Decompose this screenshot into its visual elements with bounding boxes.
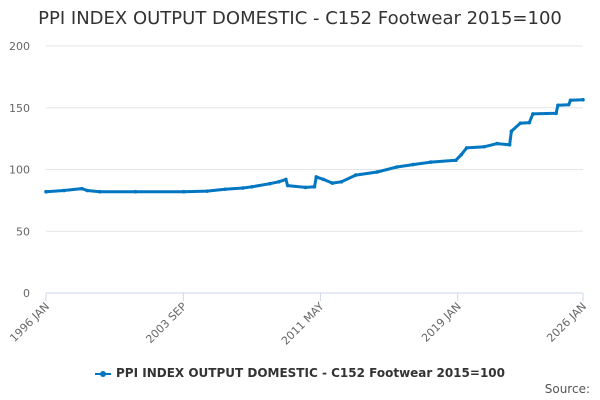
chart-title: PPI INDEX OUTPUT DOMESTIC - C152 Footwea… [38, 8, 562, 29]
data-point [276, 180, 281, 184]
y-tick-label: 150 [9, 102, 30, 115]
data-point [133, 189, 138, 194]
series-line [45, 98, 584, 194]
data-point [531, 112, 535, 116]
data-point [330, 181, 335, 185]
data-point [459, 152, 464, 157]
legend-label: PPI INDEX OUTPUT DOMESTIC - C152 Footwea… [116, 366, 505, 380]
data-point [568, 98, 573, 103]
data-point [556, 103, 560, 108]
y-tick-label: 0 [23, 287, 30, 300]
source-label: Source: [544, 382, 590, 396]
data-point [375, 170, 379, 174]
data-point [267, 181, 272, 186]
data-point [554, 111, 558, 116]
data-point [566, 102, 571, 107]
y-tick-label: 50 [16, 225, 30, 238]
data-point [454, 158, 458, 163]
y-tick-label: 200 [9, 40, 30, 53]
data-point [321, 177, 326, 182]
data-point [429, 160, 433, 164]
legend[interactable]: PPI INDEX OUTPUT DOMESTIC - C152 Footwea… [0, 366, 600, 380]
legend-marker [95, 370, 111, 377]
data-point [482, 144, 487, 149]
data-point [518, 121, 523, 125]
data-point [285, 183, 290, 188]
data-point [507, 143, 512, 147]
x-tick-label: 2019 JAN [419, 300, 464, 345]
data-point [97, 189, 102, 194]
data-point [182, 189, 186, 194]
data-point [464, 146, 469, 150]
data-point [527, 120, 532, 125]
data-point [44, 189, 48, 194]
x-tick-label: 2026 JAN [544, 300, 589, 345]
data-point [303, 185, 308, 190]
data-point [312, 184, 317, 189]
data-point [353, 173, 358, 177]
data-point [284, 177, 288, 182]
data-point [581, 97, 585, 102]
data-point [495, 141, 499, 146]
data-point [80, 186, 84, 191]
x-tick-label: 2011 MAY [279, 300, 327, 348]
data-point [62, 188, 66, 193]
x-tick-label: 2003 SEP [143, 300, 189, 346]
data-point [411, 162, 415, 167]
data-point [241, 186, 245, 190]
data-point [223, 187, 227, 192]
data-point [395, 165, 399, 169]
data-point [339, 180, 344, 184]
x-tick-label: 1996 JAN [7, 300, 52, 345]
data-point [85, 188, 89, 193]
data-point [314, 175, 319, 179]
data-point [205, 189, 209, 193]
data-point [509, 129, 514, 134]
y-tick-label: 100 [9, 164, 30, 177]
data-point [250, 184, 254, 189]
